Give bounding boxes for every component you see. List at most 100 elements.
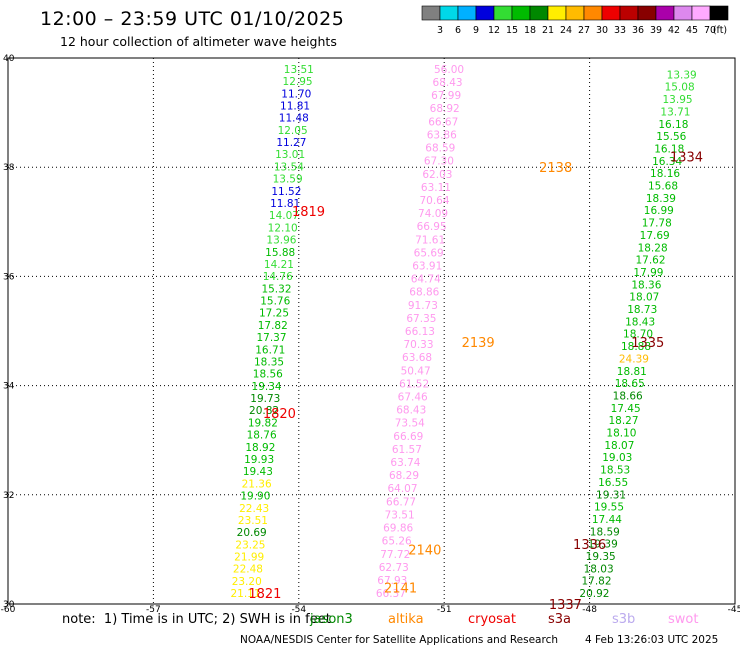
pass-time-label: 1821 <box>248 587 281 602</box>
wave-height-label: 70.64 <box>419 195 449 207</box>
wave-height-label: 24.39 <box>619 353 649 365</box>
y-tick-label: 38 <box>3 163 15 173</box>
wave-height-label: 19.90 <box>240 491 270 503</box>
wave-height-label: 21.36 <box>242 478 272 490</box>
wave-height-label: 20.82 <box>249 405 279 417</box>
scale-label: 39 <box>650 25 662 36</box>
wave-height-label: 69.86 <box>383 523 413 535</box>
wave-height-label: 21.11 <box>230 588 260 600</box>
wave-height-label: 66.13 <box>405 326 435 338</box>
wave-height-label: 23.20 <box>232 576 262 588</box>
scale-label: 70 <box>704 25 716 36</box>
wave-height-label: 18.59 <box>590 526 620 538</box>
wave-height-label: 11.81 <box>280 100 310 112</box>
wave-height-label: 20.69 <box>237 527 267 539</box>
x-tick-label: -45 <box>728 605 740 615</box>
scale-label: 12 <box>488 25 500 36</box>
pass-time-label: 2139 <box>462 336 495 351</box>
wave-height-label: 13.39 <box>667 69 697 81</box>
wave-height-label: 18.16 <box>650 168 680 180</box>
wave-height-label: 12.10 <box>268 222 298 234</box>
legend-altika: altika <box>388 612 424 627</box>
wave-height-label: 18.92 <box>245 442 275 454</box>
scale-label: 45 <box>686 25 698 36</box>
wave-height-label: 67.99 <box>431 90 461 102</box>
wave-height-label: 11.52 <box>271 186 301 198</box>
note-text: note: 1) Time is in UTC; 2) SWH is in fe… <box>62 612 331 627</box>
wave-height-label: 17.45 <box>611 403 641 415</box>
wave-height-label: 18.27 <box>608 415 638 427</box>
wave-height-label: 19.43 <box>243 466 273 478</box>
wave-height-label: 11.81 <box>270 198 300 210</box>
scale-label: 21 <box>542 25 554 36</box>
wave-height-label: 19.31 <box>596 489 626 501</box>
wave-height-label: 67.30 <box>424 156 454 168</box>
wave-height-label: 65.26 <box>382 536 412 548</box>
wave-height-label: 17.62 <box>635 255 665 267</box>
wave-height-label: 15.56 <box>656 131 686 143</box>
color-scale: 3 6 9 12 15 18 21 24 27 30 33 36 39 42 45 70(ft) <box>421 5 729 36</box>
wave-height-label: 19.55 <box>594 502 624 514</box>
chart-title: 12:00 – 23:59 UTC 01/10/2025 <box>40 8 345 30</box>
scale-label: 27 <box>578 25 590 36</box>
legend-cryosat: cryosat <box>468 612 516 627</box>
wave-height-label: 18.07 <box>629 292 659 304</box>
wave-height-label: 18.28 <box>638 242 668 254</box>
scale-label: 30 <box>596 25 608 36</box>
wave-height-label: 16.71 <box>255 344 285 356</box>
wave-height-label: 67.35 <box>406 313 436 325</box>
legend-s3a: s3a <box>548 612 572 627</box>
pass-time-label: 2141 <box>384 582 417 597</box>
wave-height-label: 20.92 <box>579 588 609 600</box>
wave-height-label: 13.71 <box>660 106 690 118</box>
wave-height-label: 17.69 <box>640 230 670 242</box>
pass-time-label: 1335 <box>631 336 664 351</box>
wave-height-label: 13.51 <box>284 64 314 76</box>
x-tick-label: -54 <box>291 605 306 615</box>
wave-height-label: 15.76 <box>260 296 290 308</box>
wave-height-label: 66.67 <box>428 116 458 128</box>
wave-height-label: 17.25 <box>259 308 289 320</box>
wave-height-label: 66.69 <box>393 431 423 443</box>
wave-height-label: 71.61 <box>415 234 445 246</box>
wave-height-label: 14.21 <box>264 259 294 271</box>
wave-height-label: 17.82 <box>258 320 288 332</box>
wave-height-label: 11.48 <box>279 113 309 125</box>
wave-height-label: 50.47 <box>401 365 431 377</box>
scale-label: 15 <box>506 25 518 36</box>
scale-label: 33 <box>614 25 626 36</box>
wave-height-label: 19.39 <box>588 539 618 551</box>
wave-height-label: 17.99 <box>633 267 663 279</box>
wave-height-label: 68.29 <box>389 470 419 482</box>
wave-height-label: 18.66 <box>613 390 643 402</box>
pass-time-label: 1337 <box>549 598 582 613</box>
scale-label: 6 <box>455 25 461 36</box>
wave-height-label: 14.07 <box>269 210 299 222</box>
wave-height-label: 16.18 <box>654 143 684 155</box>
wave-height-label: 17.82 <box>581 576 611 588</box>
wave-height-label: 18.35 <box>254 356 284 368</box>
wave-height-label: 68.92 <box>430 103 460 115</box>
wave-height-label: 74.09 <box>418 208 448 220</box>
wave-height-label: 18.88 <box>621 341 651 353</box>
wave-height-label: 21.99 <box>234 552 264 564</box>
wave-height-label: 66.37 <box>376 588 406 600</box>
wave-height-label: 68.43 <box>396 405 426 417</box>
y-tick-label: 34 <box>3 382 15 392</box>
pass-time-label: 1334 <box>670 150 703 165</box>
wave-height-label: 12.05 <box>278 125 308 137</box>
wave-height-label: 73.54 <box>395 418 425 430</box>
wave-height-label: 16.99 <box>644 205 674 217</box>
wave-height-label: 70.33 <box>403 339 433 351</box>
wave-height-label: 63.11 <box>421 182 451 194</box>
wave-height-label: 11.27 <box>276 137 306 149</box>
y-tick-label: 32 <box>3 491 14 501</box>
wave-height-label: 15.68 <box>648 181 678 193</box>
wave-height-label: 18.76 <box>247 430 277 442</box>
credit-text: NOAA/NESDIS Center for Satellite Applica… <box>240 634 558 646</box>
wave-height-label: 68.59 <box>425 143 455 155</box>
y-tick-label: 30 <box>3 600 15 610</box>
wave-height-label: 18.10 <box>606 428 636 440</box>
wave-height-label: 91.73 <box>408 300 438 312</box>
scale-label: 18 <box>524 25 536 36</box>
